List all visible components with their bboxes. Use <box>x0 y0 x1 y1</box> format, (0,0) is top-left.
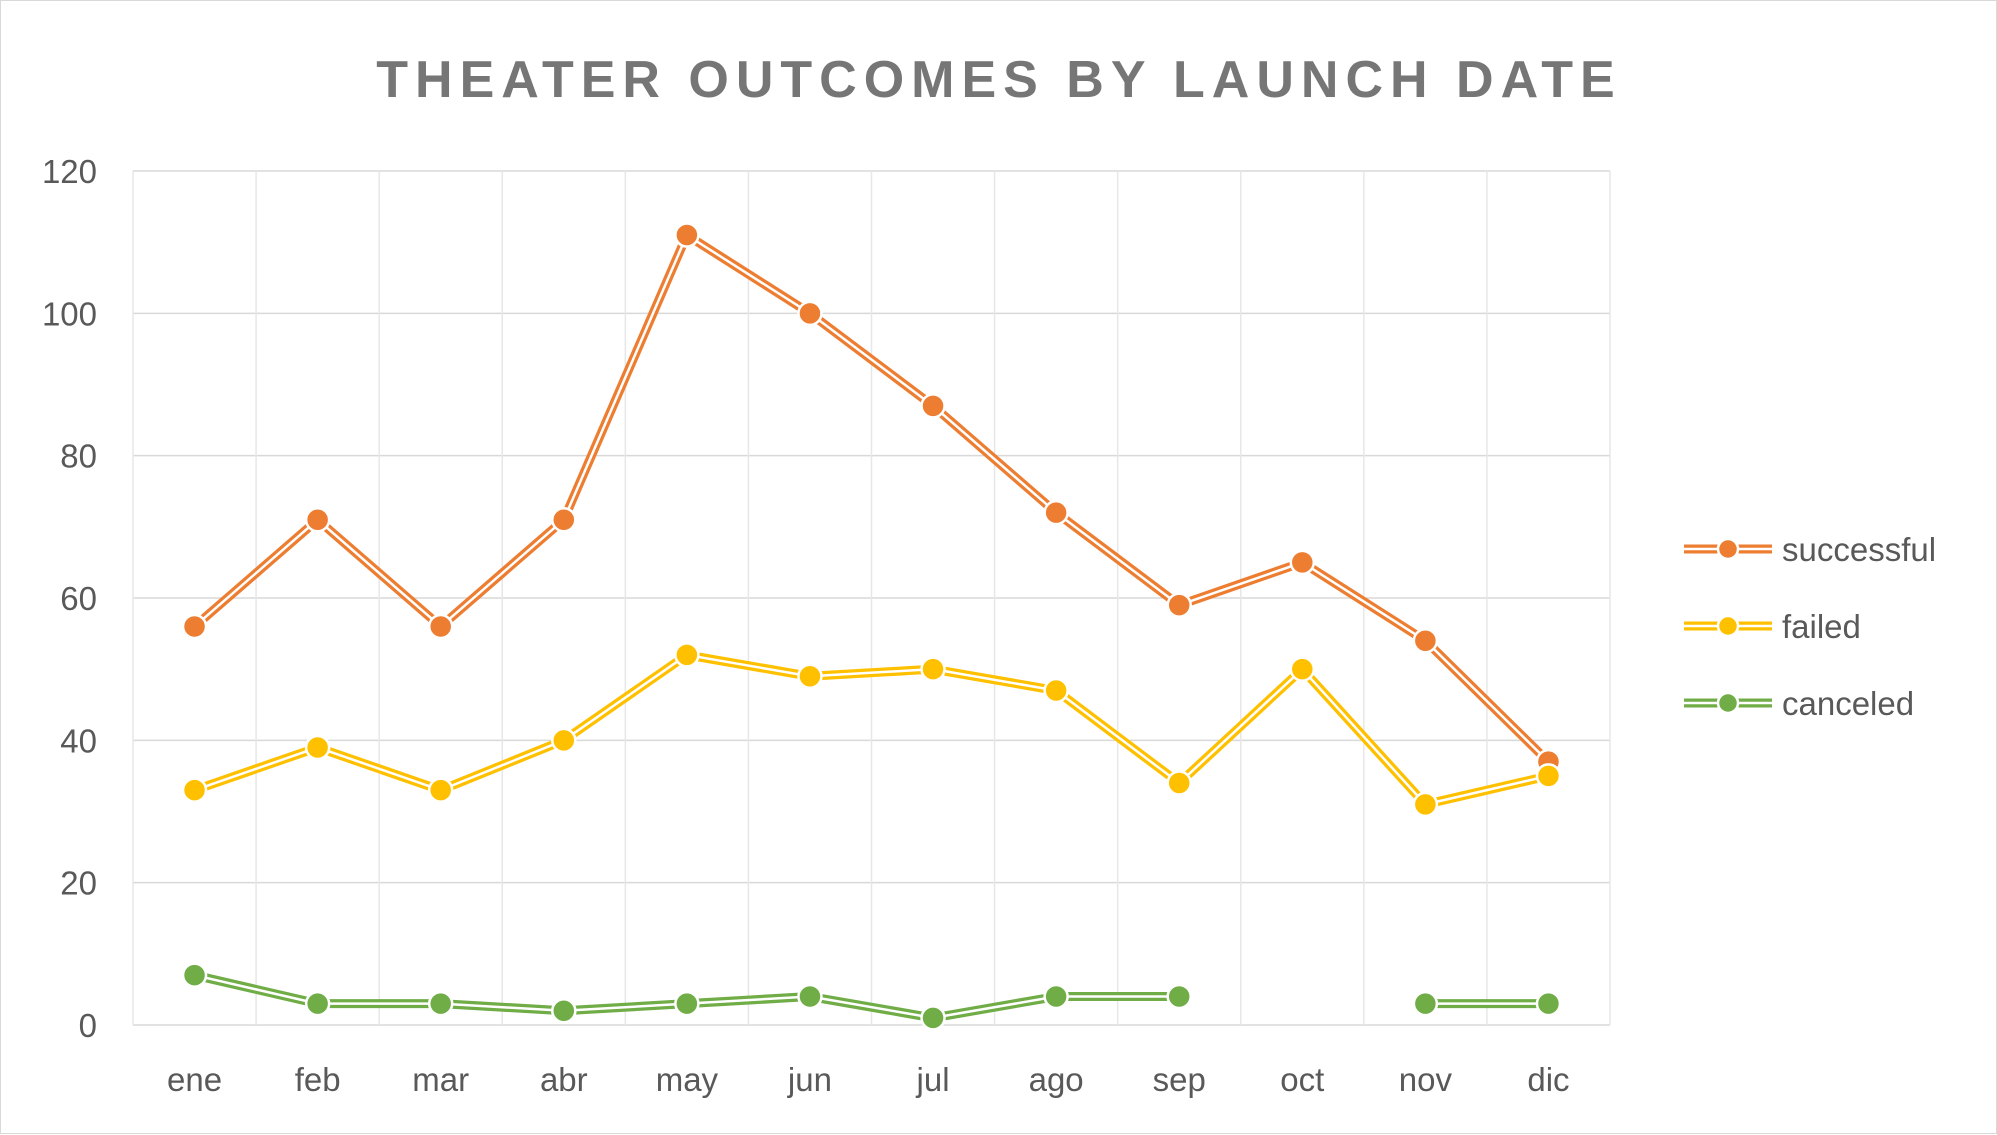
data-point <box>797 663 823 690</box>
data-point <box>427 990 454 1017</box>
y-tick-label: 40 <box>60 722 97 759</box>
data-point <box>920 1005 946 1031</box>
data-point <box>674 990 700 1017</box>
legend-item-canceled: canceled <box>1684 685 1914 722</box>
y-tick-label: 20 <box>60 865 97 902</box>
x-tick-label: oct <box>1280 1061 1324 1098</box>
legend-marker <box>1716 537 1740 561</box>
x-tick-label: abr <box>540 1061 588 1098</box>
y-axis-ticks: 0 20 40 60 80 100 120 <box>42 153 97 1044</box>
legend-item-successful: successful <box>1684 531 1936 568</box>
data-point <box>304 734 331 761</box>
legend-label: successful <box>1782 531 1936 568</box>
x-tick-label: may <box>656 1061 719 1098</box>
data-point <box>1166 770 1192 796</box>
data-point <box>1535 763 1562 789</box>
chart-title: THEATER OUTCOMES BY LAUNCH DATE <box>376 51 1621 109</box>
data-point <box>920 393 946 419</box>
x-axis-ticks: ene feb mar abr may jun jul ago sep oct nov dic <box>167 1061 1570 1098</box>
gridlines <box>132 170 1611 1026</box>
legend-label: failed <box>1782 608 1861 645</box>
series-successful <box>181 222 1562 775</box>
x-tick-label: nov <box>1399 1061 1453 1098</box>
data-point <box>1166 592 1192 618</box>
data-point <box>1043 499 1069 526</box>
data-point <box>674 222 700 248</box>
data-point <box>427 613 454 640</box>
data-point <box>181 613 208 640</box>
data-point <box>551 506 577 533</box>
series-failed <box>181 642 1562 818</box>
y-tick-label: 60 <box>60 580 97 617</box>
series-line-core <box>193 233 1550 763</box>
data-point <box>1166 983 1192 1010</box>
data-point <box>551 727 577 754</box>
data-point <box>304 506 331 533</box>
series-lines <box>181 222 1562 1031</box>
legend-marker <box>1716 614 1740 638</box>
data-point <box>181 962 208 988</box>
y-tick-label: 120 <box>42 153 97 190</box>
y-tick-label: 80 <box>60 438 97 475</box>
series-canceled <box>181 962 1562 1031</box>
data-point <box>1043 983 1069 1010</box>
data-point <box>1412 791 1439 818</box>
data-point <box>551 998 577 1024</box>
data-point <box>1043 677 1069 704</box>
data-point <box>797 983 823 1010</box>
x-tick-label: sep <box>1153 1061 1206 1098</box>
data-point <box>1412 990 1439 1017</box>
data-point <box>674 642 700 668</box>
legend-label: canceled <box>1782 685 1914 722</box>
x-tick-label: ago <box>1029 1061 1084 1098</box>
x-tick-label: ene <box>167 1061 222 1098</box>
x-tick-label: dic <box>1527 1061 1569 1098</box>
data-point <box>1412 627 1439 654</box>
data-point <box>427 777 454 803</box>
legend-item-failed: failed <box>1684 608 1861 645</box>
legend-marker <box>1716 691 1740 715</box>
x-tick-label: feb <box>295 1061 341 1098</box>
data-point <box>797 300 823 327</box>
data-point <box>304 990 331 1017</box>
data-point <box>1535 990 1562 1017</box>
data-point <box>1289 656 1316 682</box>
y-tick-label: 0 <box>79 1007 97 1044</box>
data-point <box>920 656 946 682</box>
series-line-core <box>194 653 1549 806</box>
y-tick-label: 100 <box>42 295 97 332</box>
data-point <box>181 777 208 803</box>
legend: successful failed canceled <box>1684 531 1936 722</box>
data-point <box>1289 549 1316 576</box>
x-tick-label: jun <box>787 1061 832 1098</box>
x-tick-label: mar <box>412 1061 469 1098</box>
x-tick-label: jul <box>916 1061 950 1098</box>
